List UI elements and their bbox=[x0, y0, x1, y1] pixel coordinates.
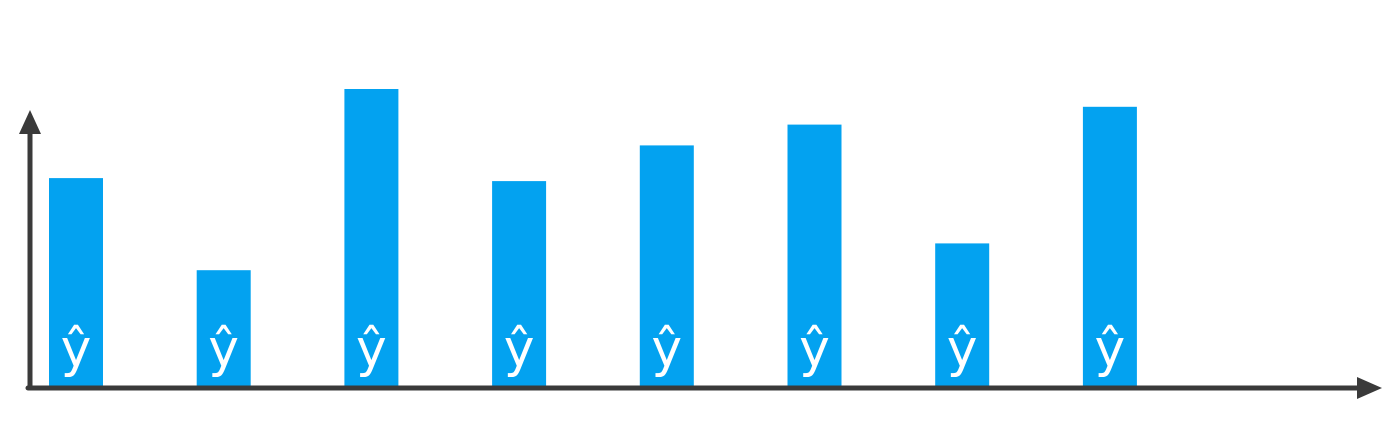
bar-3 bbox=[344, 89, 399, 386]
bar-2 bbox=[196, 270, 251, 386]
bar-label-6: ŷ bbox=[799, 319, 830, 379]
bar-6 bbox=[787, 124, 842, 386]
bar-label-3: ŷ bbox=[356, 319, 387, 379]
bar-label-5: ŷ bbox=[651, 319, 682, 379]
bar-5 bbox=[639, 145, 694, 386]
axes bbox=[19, 110, 1382, 399]
bar-8 bbox=[1082, 106, 1137, 387]
bar-label-1: ŷ bbox=[61, 319, 92, 379]
y-axis-arrowhead bbox=[19, 110, 41, 134]
bar-4 bbox=[492, 181, 547, 386]
bar-label-4: ŷ bbox=[504, 319, 535, 379]
bar-label-2: ŷ bbox=[208, 319, 239, 379]
x-axis-arrowhead bbox=[1357, 377, 1382, 399]
bar-label-8: ŷ bbox=[1095, 319, 1126, 379]
bar-1 bbox=[49, 178, 103, 386]
bars-group bbox=[49, 89, 1137, 387]
bar-label-7: ŷ bbox=[947, 319, 978, 379]
bar-7 bbox=[935, 243, 990, 386]
